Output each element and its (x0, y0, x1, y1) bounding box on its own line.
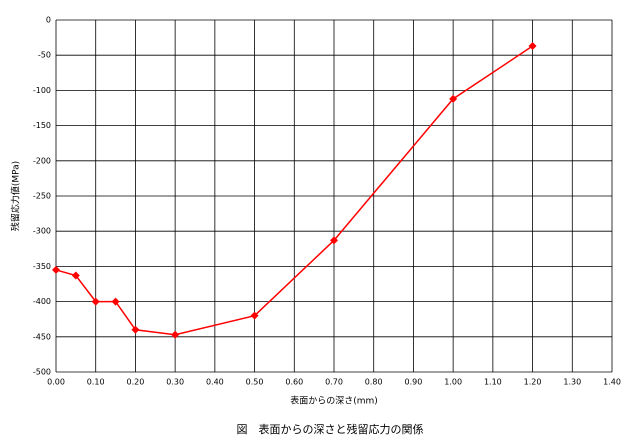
x-tick-label: 0.80 (365, 378, 383, 387)
y-tick-label: -150 (33, 121, 51, 130)
y-tick-label: -350 (33, 262, 51, 271)
y-tick-label: -400 (33, 297, 51, 306)
y-tick-label: 0 (46, 16, 51, 25)
data-point (131, 325, 140, 334)
y-tick-label: -50 (38, 51, 51, 60)
x-tick-label: 0.00 (47, 378, 65, 387)
y-axis-label: 残留応力値(MPa) (10, 161, 22, 231)
x-tick-label: 1.30 (563, 378, 581, 387)
x-tick-label: 1.20 (524, 378, 542, 387)
data-point (330, 236, 338, 245)
x-tick-label: 0.90 (405, 378, 423, 387)
data-point (171, 330, 180, 339)
x-tick-label: 0.60 (285, 378, 303, 387)
x-axis-label: 表面からの深さ(mm) (290, 395, 378, 407)
y-tick-label: -250 (33, 192, 51, 201)
x-tick-label: 0.20 (127, 378, 145, 387)
y-tick-label: -300 (33, 227, 51, 236)
y-tick-label: -200 (33, 156, 51, 165)
y-tick-label: -450 (33, 332, 51, 341)
series-line (55, 45, 533, 336)
x-tick-label: 1.00 (444, 378, 462, 387)
y-tick-label: -100 (33, 86, 51, 95)
chart-title: 図 表面からの深さと残留応力の関係 (237, 422, 424, 436)
x-tick-label: 0.40 (206, 378, 224, 387)
data-point (449, 94, 458, 103)
y-tick-label: -500 (33, 368, 51, 377)
x-tick-label: 0.50 (246, 378, 264, 387)
data-point (91, 297, 100, 306)
x-tick-label: 1.10 (484, 378, 502, 387)
data-point (71, 271, 80, 280)
x-tick-label: 0.10 (87, 378, 105, 387)
x-tick-label: 1.40 (603, 378, 621, 387)
data-point (111, 297, 120, 306)
x-tick-label: 0.30 (166, 378, 184, 387)
data-point (250, 311, 259, 320)
x-tick-label: 0.70 (325, 378, 343, 387)
data-point (528, 42, 537, 51)
data-point (52, 265, 60, 274)
